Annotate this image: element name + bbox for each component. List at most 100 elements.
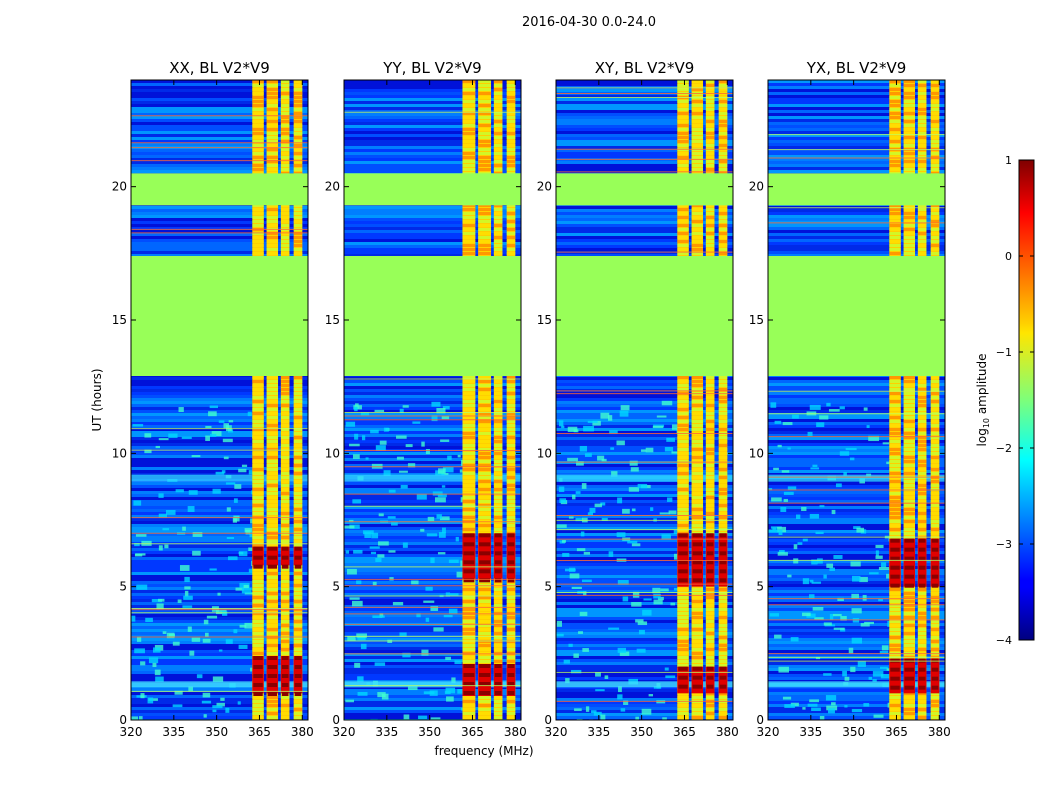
x-tick-label: 335 [162, 725, 185, 739]
rfi-cell [917, 384, 927, 387]
rfi-cell [252, 600, 264, 603]
rfi-cell [677, 444, 689, 447]
rfi-cell [691, 500, 704, 503]
rfi-cell [930, 156, 940, 159]
rfi-cell [478, 108, 492, 111]
noise-row [131, 686, 308, 689]
rfi-cell [280, 696, 290, 699]
noise-blob [447, 455, 452, 460]
noise-row [768, 434, 945, 437]
rfi-cell [478, 696, 492, 699]
noise-row [768, 623, 945, 626]
rfi-strong [506, 664, 516, 696]
rfi-cell [917, 636, 927, 639]
rfi-cell [462, 156, 476, 159]
noise-blob [570, 669, 582, 674]
rfi-cell [889, 444, 901, 447]
noise-row [768, 668, 945, 671]
noise-row [131, 164, 308, 167]
rfi-cell [903, 220, 916, 223]
rfi-cell [903, 488, 916, 491]
noise-row [768, 224, 945, 227]
rfi-cell [677, 500, 689, 503]
rfi-cell [677, 504, 689, 507]
noise-blob [357, 636, 366, 641]
rfi-cell [691, 612, 704, 615]
rfi-cell [718, 448, 728, 451]
rfi-cell [705, 612, 715, 615]
noise-row [131, 131, 308, 134]
rfi-cell [493, 96, 503, 99]
rfi-cell [889, 708, 901, 711]
noise-row [344, 581, 521, 584]
noise-row [131, 620, 308, 623]
noise-row [768, 413, 945, 416]
rfi-cell [478, 420, 492, 423]
rfi-cell [930, 480, 940, 483]
rfi-cell [252, 632, 264, 635]
rfi-cell [691, 384, 704, 387]
rfi-cell [493, 388, 503, 391]
rfi-cell [266, 628, 279, 631]
rfi-cell [889, 532, 901, 535]
rfi-cell [493, 412, 503, 415]
noise-blob [237, 701, 241, 705]
rfi-cell [280, 708, 290, 711]
noise-blob [457, 454, 461, 458]
rfi-cell [718, 664, 728, 667]
noise-row [344, 116, 521, 119]
rfi-cell [280, 220, 290, 223]
rfi-cell [903, 592, 916, 595]
rfi-cell [252, 592, 264, 595]
noise-row [768, 167, 945, 170]
noise-row [131, 101, 308, 104]
rfi-cell [506, 596, 516, 599]
noise-row [556, 248, 733, 251]
rfi-cell [889, 516, 901, 519]
rfi-cell [677, 524, 689, 527]
rfi-cell [889, 704, 901, 707]
rfi-cell [252, 100, 264, 103]
colorbar-gradient [1018, 159, 1035, 641]
rfi-strong-cell [463, 673, 475, 677]
rfi-cell [889, 376, 901, 379]
noise-blob [562, 540, 566, 543]
rfi-cell [677, 600, 689, 603]
rfi-cell [903, 532, 916, 535]
noise-blob [136, 584, 148, 590]
rfi-cell [462, 468, 476, 471]
noise-row [344, 140, 521, 143]
noise-blob [192, 532, 203, 537]
noise-blob [600, 412, 610, 419]
noise-row [131, 416, 308, 419]
rfi-cell [493, 424, 503, 427]
rfi-cell [506, 704, 516, 707]
noise-blob [650, 507, 654, 511]
rfi-strong-cell [706, 533, 714, 538]
rfi-cell [718, 104, 728, 107]
rfi-cell [677, 120, 689, 123]
noise-blob [147, 697, 154, 704]
rfi-cell [266, 452, 279, 455]
noise-blob [189, 650, 195, 656]
rfi-cell [917, 400, 927, 403]
rfi-cell [917, 424, 927, 427]
rfi-cell [493, 624, 503, 627]
rfi-cell [705, 524, 715, 527]
rfi-cell [889, 88, 901, 91]
y-tick-label: 5 [756, 580, 764, 594]
rfi-cell [462, 444, 476, 447]
rfi-cell [677, 244, 689, 247]
rfi-cell [917, 432, 927, 435]
rfi-cell [252, 440, 264, 443]
noise-row [344, 539, 521, 542]
rfi-cell [677, 592, 689, 595]
noise-blob [652, 587, 661, 594]
rfi-cell [478, 452, 492, 455]
rfi-cell [930, 524, 940, 527]
rfi-cell [462, 644, 476, 647]
rfi-strong-cell [719, 560, 727, 565]
rfi-cell [280, 612, 290, 615]
rfi-cell [917, 208, 927, 211]
rfi-cell [930, 436, 940, 439]
